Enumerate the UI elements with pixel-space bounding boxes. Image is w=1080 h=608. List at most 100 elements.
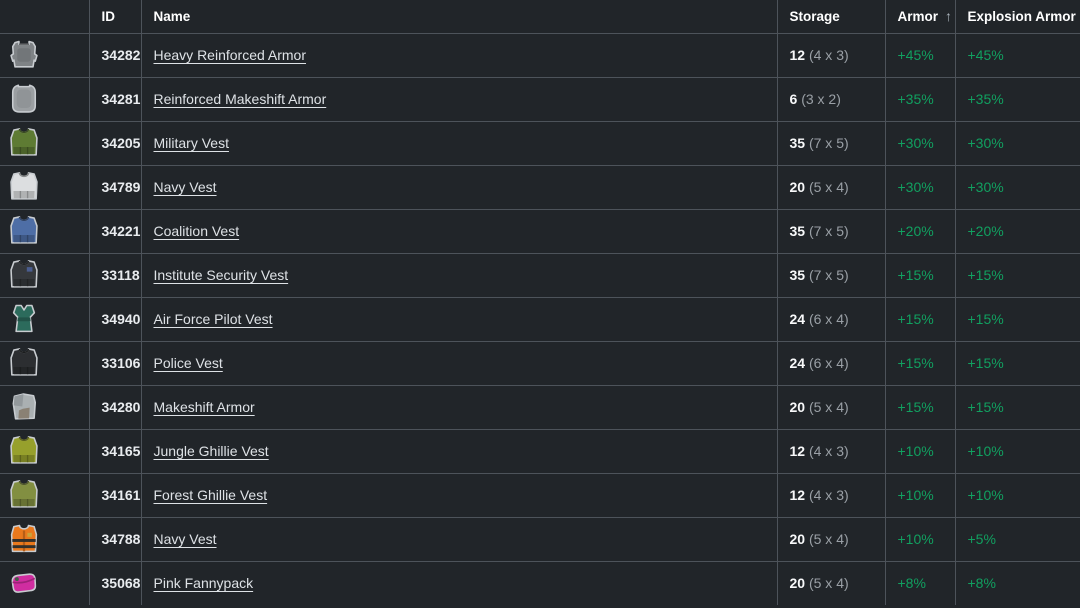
item-explosion-armor-value: +30%: [954, 120, 1080, 166]
storage-total: 12: [789, 487, 806, 503]
item-storage: 20 (5 x 4): [776, 164, 886, 210]
table-header: ID Name Storage Armor ↑ Explosion Armor: [0, 0, 1080, 34]
storage-total: 35: [789, 223, 806, 239]
item-id: 34205: [88, 120, 142, 166]
table-row: 34281 Reinforced Makeshift Armor 6 (3 x 2)…: [0, 76, 1080, 122]
item-name-link[interactable]: Air Force Pilot Vest: [153, 311, 273, 327]
item-armor-value: +20%: [884, 208, 956, 254]
item-name-cell: Forest Ghillie Vest: [140, 472, 778, 518]
item-name-cell: Military Vest: [140, 120, 778, 166]
item-name-cell: Police Vest: [140, 340, 778, 386]
item-explosion-armor-value: +30%: [954, 164, 1080, 210]
storage-dimensions: (4 x 3): [808, 487, 849, 503]
storage-total: 6: [789, 91, 798, 107]
item-explosion-armor-value: +8%: [954, 560, 1080, 605]
item-storage: 20 (5 x 4): [776, 560, 886, 605]
item-icon-cell: [0, 120, 90, 166]
item-explosion-armor-value: +35%: [954, 76, 1080, 122]
storage-total: 12: [789, 443, 806, 459]
item-id: 34281: [88, 76, 142, 122]
item-id: 33106: [88, 340, 142, 386]
storage-dimensions: (5 x 4): [808, 399, 849, 415]
item-explosion-armor-value: +5%: [954, 516, 1080, 562]
table-row: 34221 Coalition Vest 35 (7 x 5) +20% +20%: [0, 208, 1080, 254]
storage-total: 20: [789, 575, 806, 592]
item-id: 34280: [88, 384, 142, 430]
column-header-storage[interactable]: Storage: [776, 0, 886, 34]
item-name-link[interactable]: Pink Fannypack: [153, 575, 254, 592]
item-explosion-armor-value: +15%: [954, 296, 1080, 342]
storage-total: 20: [789, 399, 806, 415]
table-row: 33106 Police Vest 24 (6 x 4) +15% +15%: [0, 340, 1080, 386]
column-header-name[interactable]: Name: [140, 0, 778, 34]
item-storage: 35 (7 x 5): [776, 252, 886, 298]
item-id: 35068: [88, 560, 142, 605]
item-explosion-armor-value: +15%: [954, 340, 1080, 386]
institute-security-vest-icon: [6, 257, 42, 293]
storage-dimensions: (5 x 4): [808, 179, 849, 195]
item-name-cell: Makeshift Armor: [140, 384, 778, 430]
item-id: 34940: [88, 296, 142, 342]
item-name-link[interactable]: Makeshift Armor: [153, 399, 255, 415]
storage-dimensions: (5 x 4): [808, 575, 849, 592]
item-name-cell: Reinforced Makeshift Armor: [140, 76, 778, 122]
column-header-id[interactable]: ID: [88, 0, 142, 34]
table-body: 34282 Heavy Reinforced Armor 12 (4 x 3) +45…: [0, 32, 1080, 605]
item-icon-cell: [0, 252, 90, 298]
item-armor-value: +15%: [884, 296, 956, 342]
item-explosion-armor-value: +20%: [954, 208, 1080, 254]
item-icon-cell: [0, 208, 90, 254]
item-name-cell: Navy Vest: [140, 164, 778, 210]
makeshift-armor-icon: [6, 389, 42, 425]
column-header-icon[interactable]: [0, 0, 90, 34]
item-armor-value: +15%: [884, 252, 956, 298]
storage-dimensions: (4 x 3): [808, 443, 849, 459]
item-name-cell: Coalition Vest: [140, 208, 778, 254]
item-name-link[interactable]: Coalition Vest: [153, 223, 240, 239]
item-name-link[interactable]: Heavy Reinforced Armor: [153, 47, 307, 63]
item-id: 34161: [88, 472, 142, 518]
item-name-cell: Heavy Reinforced Armor: [140, 32, 778, 78]
item-name-cell: Air Force Pilot Vest: [140, 296, 778, 342]
item-id: 34165: [88, 428, 142, 474]
item-name-link[interactable]: Forest Ghillie Vest: [153, 487, 268, 503]
item-armor-value: +10%: [884, 428, 956, 474]
item-name-link[interactable]: Navy Vest: [153, 531, 217, 547]
storage-dimensions: (6 x 4): [808, 311, 849, 327]
item-icon-cell: [0, 560, 90, 605]
item-storage: 12 (4 x 3): [776, 32, 886, 78]
storage-dimensions: (5 x 4): [808, 531, 849, 547]
storage-dimensions: (6 x 4): [808, 355, 849, 371]
item-storage: 24 (6 x 4): [776, 296, 886, 342]
table-row: 34282 Heavy Reinforced Armor 12 (4 x 3) +45…: [0, 32, 1080, 78]
item-storage: 24 (6 x 4): [776, 340, 886, 386]
item-icon-cell: [0, 76, 90, 122]
item-name-link[interactable]: Navy Vest: [153, 179, 217, 195]
column-header-explosion-armor[interactable]: Explosion Armor: [954, 0, 1080, 34]
table-row: 34161 Forest Ghillie Vest 12 (4 x 3) +10% +1…: [0, 472, 1080, 518]
item-name-link[interactable]: Reinforced Makeshift Armor: [153, 91, 327, 107]
item-id: 34221: [88, 208, 142, 254]
item-storage: 20 (5 x 4): [776, 516, 886, 562]
item-explosion-armor-value: +10%: [954, 428, 1080, 474]
table-row: 35068 Pink Fannypack 20 (5 x 4) +8% +8%: [0, 560, 1080, 605]
air-force-pilot-vest-icon: [6, 301, 42, 337]
item-name-link[interactable]: Police Vest: [153, 355, 223, 371]
item-storage: 6 (3 x 2): [776, 76, 886, 122]
item-name-link[interactable]: Institute Security Vest: [153, 267, 289, 283]
police-vest-icon: [6, 345, 42, 381]
storage-dimensions: (7 x 5): [808, 135, 849, 151]
item-name-cell: Pink Fannypack: [140, 560, 778, 605]
item-name-link[interactable]: Jungle Ghillie Vest: [153, 443, 269, 459]
item-armor-value: +30%: [884, 120, 956, 166]
column-header-armor[interactable]: Armor ↑: [884, 0, 956, 34]
navy-life-vest-orange-icon: [6, 521, 42, 557]
item-icon-cell: [0, 472, 90, 518]
storage-total: 20: [789, 531, 806, 547]
military-vest-icon: [6, 125, 42, 161]
item-name-link[interactable]: Military Vest: [153, 135, 229, 151]
item-icon-cell: [0, 296, 90, 342]
reinforced-makeshift-armor-icon: [6, 81, 42, 117]
table-row: 34940 Air Force Pilot Vest 24 (6 x 4) +15% +…: [0, 296, 1080, 342]
